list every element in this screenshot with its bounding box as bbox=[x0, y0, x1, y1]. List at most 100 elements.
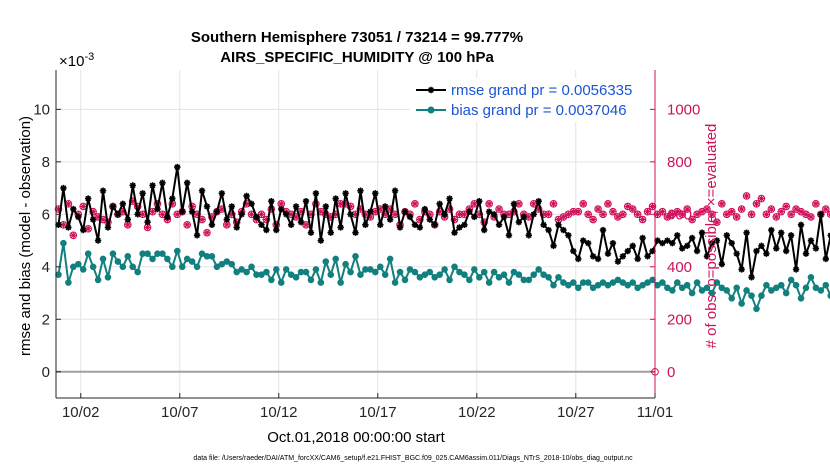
rmse-point bbox=[406, 213, 414, 221]
obs-evaluated-point bbox=[193, 211, 201, 218]
bias-point bbox=[743, 287, 750, 294]
obs-possible-point bbox=[89, 207, 97, 216]
bias-point bbox=[396, 268, 404, 276]
rmse-point bbox=[683, 242, 691, 250]
obs-evaluated-point bbox=[664, 213, 671, 221]
rmse-point bbox=[446, 195, 453, 202]
obs-evaluated-point bbox=[297, 208, 305, 215]
rmse-point bbox=[639, 234, 646, 242]
obs-evaluated-point bbox=[594, 205, 602, 213]
bias-point bbox=[391, 279, 399, 286]
x-axis-label: Oct.01,2018 00:00:00 start bbox=[267, 429, 445, 446]
bias-point bbox=[74, 260, 82, 268]
y-right-tick-labels: 0 200 400 600 800 1000 bbox=[650, 101, 700, 381]
obs-evaluated-point bbox=[510, 208, 518, 215]
bias-point bbox=[688, 289, 696, 297]
rmse-point bbox=[386, 216, 394, 223]
obs-evaluated-point bbox=[183, 221, 191, 229]
obs-evaluated-point bbox=[451, 216, 458, 223]
obs-possible-point bbox=[713, 218, 721, 226]
rmse-point bbox=[634, 255, 641, 263]
bias-point bbox=[763, 281, 770, 289]
bias-point bbox=[728, 294, 736, 302]
obs-possible-point bbox=[752, 200, 761, 208]
legend-bias-label: bias grand pr = 0.0037046 bbox=[451, 102, 627, 119]
bias-point bbox=[758, 292, 765, 299]
bias-point bbox=[208, 253, 216, 260]
obs-possible-point bbox=[450, 215, 459, 224]
bias-point bbox=[431, 273, 439, 281]
bias-point bbox=[584, 279, 592, 286]
rmse-point bbox=[619, 253, 627, 260]
rmse-point bbox=[179, 208, 186, 215]
obs-evaluated-point bbox=[208, 213, 216, 221]
obs-evaluated-point bbox=[703, 205, 711, 213]
obs-evaluated-point bbox=[198, 216, 206, 223]
obs-evaluated-point bbox=[753, 200, 760, 208]
rmse-point bbox=[584, 239, 592, 247]
rmse-point bbox=[738, 266, 745, 273]
obs-evaluated-point bbox=[575, 208, 582, 215]
obs-possible-point bbox=[183, 221, 191, 229]
rmse-point bbox=[89, 216, 97, 223]
rmse-point bbox=[703, 253, 711, 260]
rmse-point bbox=[688, 234, 696, 242]
obs-possible-point bbox=[777, 207, 786, 216]
obs-evaluated-point bbox=[287, 211, 295, 218]
rmse-point bbox=[624, 247, 631, 255]
rmse-point bbox=[213, 208, 221, 215]
rmse-point bbox=[758, 242, 765, 250]
obs-evaluated-point bbox=[505, 211, 513, 218]
rmse-point bbox=[451, 229, 458, 236]
rmse-point bbox=[674, 232, 681, 239]
bias-point bbox=[352, 253, 359, 260]
rmse-point bbox=[817, 211, 825, 218]
bias-point bbox=[65, 279, 72, 286]
rmse-point bbox=[535, 198, 542, 205]
rmse-point bbox=[139, 190, 146, 197]
rmse-point bbox=[104, 224, 112, 231]
y-right-tick-label: 800 bbox=[667, 154, 692, 171]
obs-evaluated-point bbox=[495, 205, 503, 213]
bias-point bbox=[797, 294, 805, 302]
obs-possible-point bbox=[495, 205, 503, 213]
obs-possible-point bbox=[821, 205, 830, 213]
rmse-point bbox=[570, 247, 577, 255]
rmse-point bbox=[263, 226, 270, 234]
bias-point bbox=[228, 260, 236, 268]
y-right-tick-label: 1000 bbox=[667, 101, 700, 118]
obs-evaluated-point bbox=[149, 208, 156, 215]
obs-possible-point bbox=[762, 210, 771, 219]
bias-point bbox=[827, 292, 830, 299]
obs-evaluated-point bbox=[307, 211, 315, 218]
rmse-point bbox=[565, 232, 572, 239]
obs-possible-point bbox=[757, 194, 766, 203]
obs-evaluated-point bbox=[758, 195, 765, 202]
bias-point bbox=[376, 263, 384, 271]
data-file-footnote: data file: /Users/raeder/DAI/ATM_forcXX/… bbox=[193, 455, 633, 462]
obs-evaluated-point bbox=[481, 218, 488, 226]
bias-point bbox=[416, 273, 424, 281]
bias-point bbox=[441, 266, 448, 273]
obs-evaluated-point bbox=[352, 211, 359, 218]
bias-point bbox=[461, 271, 468, 278]
rmse-point bbox=[426, 216, 433, 223]
y-tick-label: 8 bbox=[42, 154, 50, 171]
obs-evaluated-point bbox=[134, 203, 141, 210]
obs-evaluated-point bbox=[342, 200, 349, 208]
obs-evaluated-point bbox=[669, 211, 676, 218]
bias-point bbox=[119, 263, 127, 271]
obs-evaluated-point bbox=[218, 205, 226, 213]
rmse-point bbox=[545, 226, 552, 234]
y-tick-label: 0 bbox=[42, 364, 50, 381]
bias-point bbox=[594, 281, 602, 289]
obs-evaluated-point bbox=[698, 208, 706, 215]
obs-evaluated-point bbox=[426, 211, 433, 218]
obs-possible-point bbox=[485, 200, 493, 208]
y-right-axis-label: # of obs: o=possible; ×=evaluated bbox=[703, 124, 720, 349]
obs-evaluated-point bbox=[411, 200, 419, 208]
rmse-point bbox=[505, 232, 513, 239]
rmse-point bbox=[604, 250, 612, 257]
x-tick-label: 10/17 bbox=[359, 404, 397, 421]
obs-evaluated-point bbox=[332, 211, 339, 218]
